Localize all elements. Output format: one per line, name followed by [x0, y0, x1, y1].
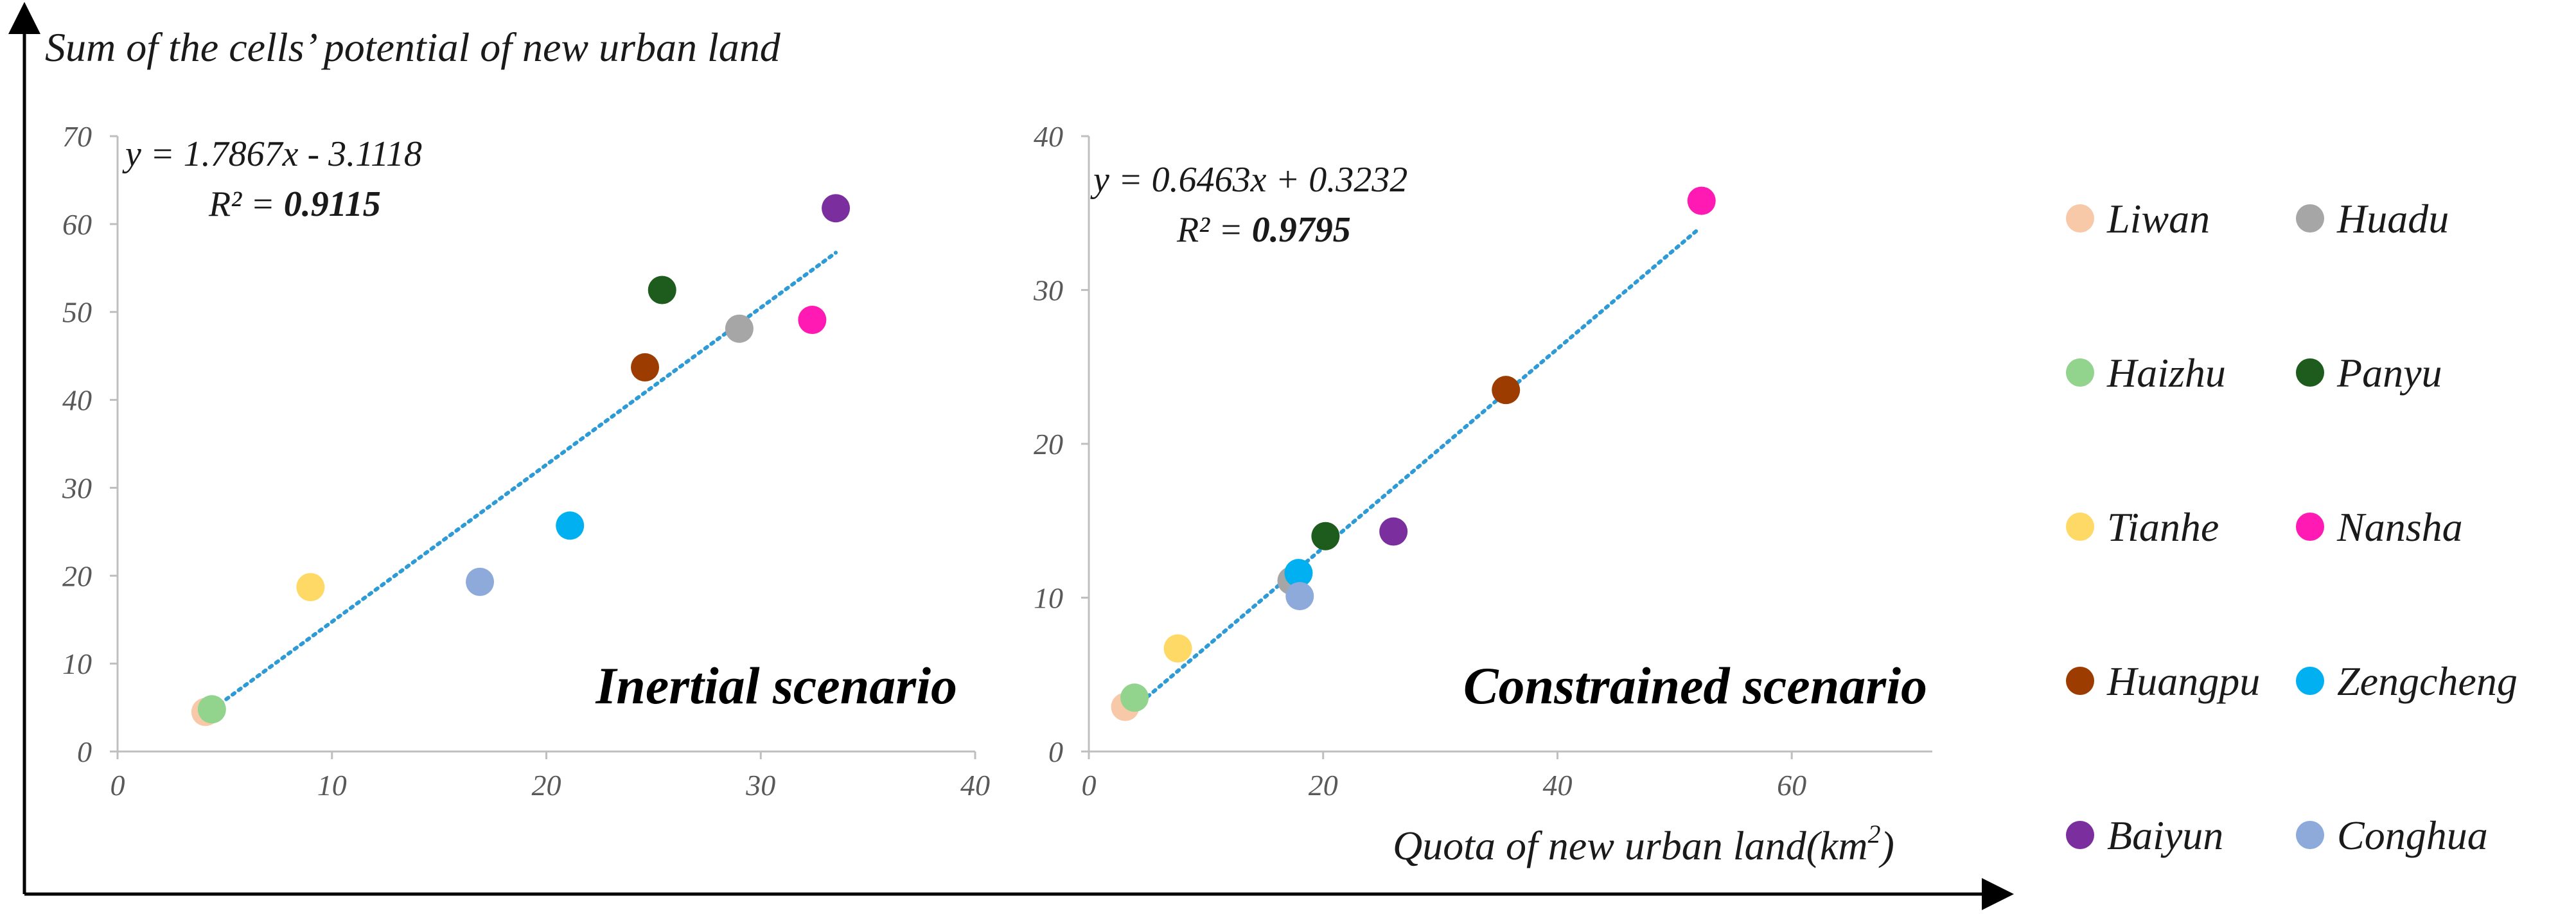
inertial-x-tick-label: 0 — [110, 769, 125, 802]
constrained-x-tick-label: 20 — [1309, 769, 1338, 802]
inertial-y-tick-label: 40 — [62, 384, 92, 417]
inertial-y-tick-label: 50 — [62, 296, 92, 329]
constrained-equation: y = 0.6463x + 0.3232 — [1090, 160, 1407, 200]
legend-label-tianhe: Tianhe — [2107, 504, 2219, 550]
legend-label-baiyun: Baiyun — [2107, 813, 2223, 858]
inertial-point-huadu — [725, 314, 754, 343]
inertial-x-tick-label: 20 — [532, 769, 561, 802]
legend-marker-conghua — [2296, 821, 2324, 849]
x-axis-title: Quota of new urban land(km2) — [1393, 820, 1894, 868]
constrained-y-tick-label: 20 — [1034, 428, 1063, 461]
legend-label-panyu: Panyu — [2336, 350, 2442, 396]
legend: Liwan Huadu Haizhu Panyu Tianhe Nansha Huangpu… — [2066, 196, 2518, 858]
legend-label-liwan: Liwan — [2106, 196, 2210, 242]
legend-marker-baiyun — [2066, 821, 2094, 849]
legend-marker-panyu — [2296, 358, 2324, 387]
inertial-y-tick-label: 60 — [62, 208, 92, 241]
y-axis-title: Sum of the cells’ potential of new urban… — [45, 24, 781, 70]
legend-marker-zengcheng — [2296, 667, 2324, 695]
constrained-point-baiyun — [1379, 517, 1408, 546]
constrained-y-tick-label: 40 — [1034, 120, 1063, 153]
constrained-point-huangpu — [1492, 376, 1521, 405]
legend-label-zengcheng: Zengcheng — [2337, 658, 2518, 704]
constrained-r-squared-label: R² = — [1176, 210, 1252, 250]
x-axis-title-superscript: 2 — [1868, 820, 1881, 848]
legend-label-haizhu: Haizhu — [2106, 350, 2226, 396]
inertial-point-huangpu — [631, 353, 660, 382]
inertial-point-panyu — [648, 276, 676, 304]
legend-label-nansha: Nansha — [2336, 504, 2463, 550]
constrained-y-tick-label: 10 — [1034, 582, 1063, 615]
inertial-point-haizhu — [197, 695, 226, 724]
constrained-point-zengcheng — [1284, 559, 1313, 588]
constrained-scenario-title: Constrained scenario — [1463, 656, 1927, 715]
constrained-x-tick-label: 40 — [1542, 769, 1572, 802]
constrained-scenario-panel: 0 10 20 30 40 0 20 40 60 y = 0.6463x + 0.3232 R² =… — [1033, 120, 1932, 802]
inertial-r-squared: R² = 0.9115 — [208, 184, 381, 224]
constrained-point-tianhe — [1163, 634, 1192, 663]
inertial-point-baiyun — [822, 194, 851, 223]
legend-label-huadu: Huadu — [2336, 196, 2449, 242]
inertial-y-tick-label: 70 — [62, 120, 92, 153]
legend-marker-huadu — [2296, 204, 2324, 233]
constrained-r-squared: R² = 0.9795 — [1176, 210, 1351, 250]
inertial-equation: y = 1.7867x - 3.1118 — [122, 134, 422, 174]
inertial-y-tick-label: 10 — [62, 647, 92, 680]
constrained-y-tick-label: 0 — [1048, 735, 1063, 768]
inertial-scenario-title: Inertial scenario — [595, 656, 957, 715]
constrained-trendline — [1122, 227, 1700, 719]
legend-marker-nansha — [2296, 513, 2324, 541]
constrained-y-tick-label: 30 — [1033, 274, 1063, 307]
constrained-point-conghua — [1285, 582, 1314, 611]
inertial-y-tick-label: 0 — [77, 735, 92, 768]
constrained-point-nansha — [1687, 186, 1716, 215]
constrained-x-tick-label: 0 — [1082, 769, 1097, 802]
legend-label-conghua: Conghua — [2337, 813, 2488, 858]
inertial-x-tick-label: 10 — [317, 769, 347, 802]
legend-marker-liwan — [2066, 204, 2094, 233]
legend-marker-huangpu — [2066, 667, 2094, 695]
inertial-point-conghua — [466, 567, 495, 596]
inertial-r-squared-value: 0.9115 — [284, 184, 381, 224]
inertial-x-tick-label: 40 — [960, 769, 990, 802]
legend-label-huangpu: Huangpu — [2106, 658, 2260, 704]
inertial-y-tick-label: 30 — [62, 471, 92, 504]
inertial-point-zengcheng — [556, 511, 585, 540]
inertial-r-squared-label: R² = — [208, 184, 284, 224]
inertial-x-tick-label: 30 — [745, 769, 775, 802]
legend-marker-haizhu — [2066, 358, 2094, 387]
inertial-point-nansha — [798, 306, 827, 335]
inertial-y-tick-label: 20 — [62, 559, 92, 592]
inertial-point-tianhe — [296, 573, 325, 602]
constrained-r-squared-value: 0.9795 — [1252, 210, 1351, 250]
constrained-point-panyu — [1311, 522, 1340, 550]
constrained-point-haizhu — [1120, 683, 1149, 712]
inertial-scenario-panel: 0 10 20 30 40 50 60 70 0 10 20 30 40 y = 1.7867x - 3.… — [62, 120, 990, 802]
legend-marker-tianhe — [2066, 513, 2094, 541]
constrained-x-tick-label: 60 — [1777, 769, 1806, 802]
